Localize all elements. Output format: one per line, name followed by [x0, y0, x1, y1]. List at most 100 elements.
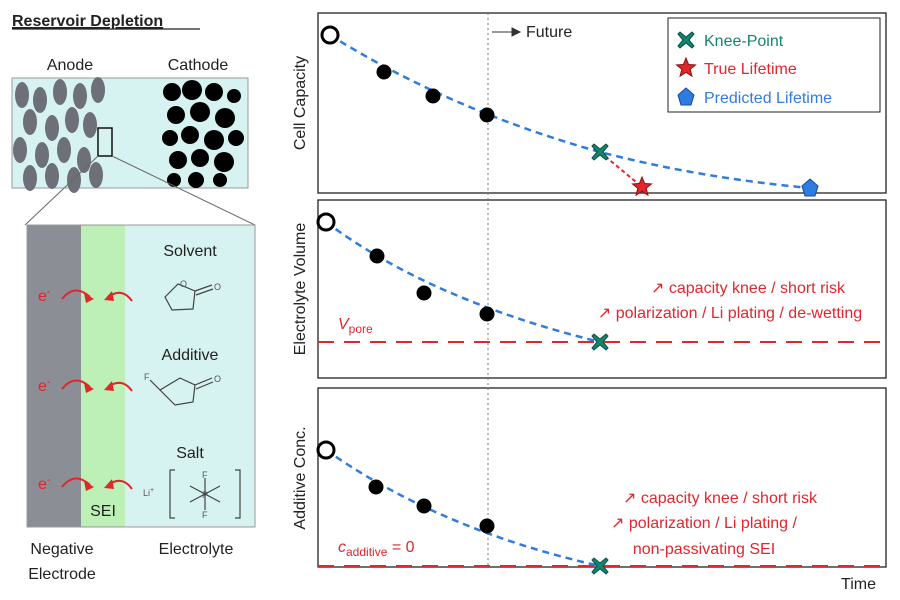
- electron-symbol: e: [38, 288, 47, 305]
- atom: P: [202, 490, 208, 500]
- electrode-label: Negative: [30, 541, 93, 558]
- electron-charge: -: [47, 376, 51, 388]
- threshold-symbol: V: [338, 316, 350, 333]
- electron: e-: [38, 474, 51, 493]
- anode-label: Anode: [47, 57, 93, 74]
- legend: [667, 17, 881, 113]
- electron-arrowhead: [84, 293, 94, 303]
- observed-point: [376, 64, 392, 80]
- zoom-line: [24, 155, 99, 226]
- anode-particles: [13, 77, 105, 193]
- electron-arrow: [61, 477, 91, 488]
- cathode-particles: [162, 80, 244, 188]
- ion-arrowhead: [104, 291, 114, 301]
- anode-particle: [13, 137, 27, 163]
- cathode-particle: [162, 130, 178, 146]
- observed-point: [369, 248, 385, 264]
- anode-particle: [65, 107, 79, 133]
- atom: F: [202, 510, 208, 520]
- note: ↗ capacity knee / short risk: [623, 490, 818, 507]
- cathode-particle: [190, 102, 210, 122]
- solvent-label: Solvent: [163, 243, 217, 260]
- title: Reservoir Depletion: [12, 13, 163, 30]
- electron-symbol: e: [38, 378, 47, 395]
- cathode-particle: [214, 152, 234, 172]
- cathode-particle: [181, 126, 199, 144]
- cathode-particle: [167, 106, 185, 124]
- knee-point: [591, 143, 609, 161]
- legend-label: True Lifetime: [704, 61, 797, 78]
- atom: O: [214, 374, 221, 384]
- predicted-lifetime: [801, 178, 819, 197]
- lithium-charge: +: [150, 487, 154, 494]
- electron-arrows: e-e-e-: [38, 286, 133, 493]
- electron: e-: [38, 376, 51, 395]
- anode-particle: [91, 77, 105, 103]
- electron-arrowhead: [84, 481, 94, 491]
- anode-particle: [35, 142, 49, 168]
- start-point: [316, 212, 336, 232]
- anode-particle: [15, 82, 29, 108]
- cathode-particle: [204, 130, 224, 150]
- observed-point: [416, 285, 432, 301]
- y-label: Additive Conc.: [292, 426, 309, 529]
- note: ↗ polarization / Li plating / de-wetting: [598, 305, 862, 322]
- cathode-label: Cathode: [168, 57, 229, 74]
- ion-arrowhead: [104, 381, 114, 391]
- panel: [317, 12, 887, 194]
- note: non-passivating SEI: [633, 541, 775, 558]
- atom: O: [214, 282, 221, 292]
- cathode-particle: [215, 108, 235, 128]
- anode-particle: [23, 165, 37, 191]
- cathode-particle: [182, 80, 202, 100]
- trend: [325, 448, 601, 568]
- trend: [329, 33, 811, 190]
- atom: O: [180, 279, 187, 289]
- anode-particle: [73, 83, 87, 109]
- lithium-symbol: Li: [143, 488, 150, 498]
- threshold-label: cadditive = 0: [338, 539, 415, 559]
- sei-layer: [81, 225, 125, 527]
- threshold-value: = 0: [387, 539, 414, 556]
- cathode-particle: [188, 172, 204, 188]
- threshold-subscript: additive: [346, 545, 388, 559]
- cathode-particle: [169, 151, 187, 169]
- anode-particle: [53, 79, 67, 105]
- threshold-label: Vpore: [338, 316, 373, 336]
- future-arrow: [492, 27, 522, 37]
- cathode-particle: [167, 173, 181, 187]
- cathode-particle: [205, 83, 223, 101]
- lithium: Li+: [143, 487, 154, 498]
- molecules: [149, 283, 241, 519]
- zoom-frame: [26, 224, 256, 528]
- future-label: Future: [526, 24, 572, 41]
- points: [316, 25, 495, 534]
- note: ↗ polarization / Li plating /: [611, 515, 798, 532]
- note: ↗ capacity knee / short risk: [651, 280, 846, 297]
- cathode-particle: [163, 83, 181, 101]
- anode-particle: [67, 167, 81, 193]
- electron-arrow: [61, 289, 91, 300]
- electron-charge: -: [47, 474, 51, 486]
- start-point: [320, 25, 340, 45]
- anode-particle: [89, 162, 103, 188]
- salt-label: Salt: [176, 445, 204, 462]
- start-point: [316, 440, 336, 460]
- threshold-subscript: pore: [349, 322, 373, 336]
- atom: F: [144, 372, 150, 382]
- observed-point: [416, 498, 432, 514]
- y-label: Cell Capacity: [292, 56, 309, 150]
- cathode-particle: [213, 173, 227, 187]
- electron-symbol: e: [38, 476, 47, 493]
- zoom-box: [97, 127, 113, 157]
- ion-arrowhead: [104, 479, 114, 489]
- anode-particle: [23, 109, 37, 135]
- cathode-particle: [227, 89, 241, 103]
- zoom-line: [111, 155, 256, 226]
- trend: [325, 220, 601, 344]
- legend-label: Predicted Lifetime: [704, 90, 832, 107]
- anode-particle: [57, 137, 71, 163]
- x-label: Time: [841, 576, 876, 593]
- observed-point: [368, 479, 384, 495]
